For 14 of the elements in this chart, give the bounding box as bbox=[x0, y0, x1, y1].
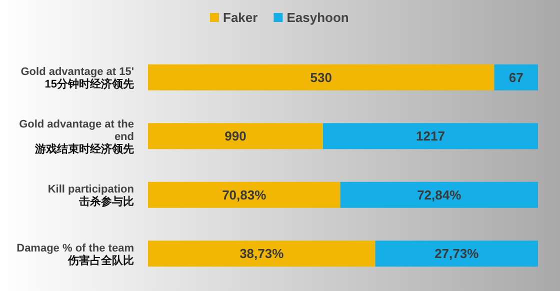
data-label: 70,83% bbox=[222, 187, 267, 202]
legend-label: Faker bbox=[223, 10, 258, 25]
legend-label: Easyhoon bbox=[286, 10, 349, 25]
data-label: 990 bbox=[224, 128, 246, 144]
data-label: 530 bbox=[310, 70, 332, 85]
data-label: 27,73% bbox=[434, 246, 480, 262]
y-tick-label: Gold advantage at 15' 15分钟时经济领先 bbox=[20, 66, 134, 91]
data-label: 72,84% bbox=[417, 187, 462, 202]
y-tick-label: Kill participation 击杀参与比 bbox=[48, 184, 134, 208]
y-tick-label: Damage % of the team 伤害占全队比 bbox=[16, 242, 134, 267]
data-label: 67 bbox=[508, 70, 524, 85]
y-tick-label: Gold advantage at the end 游戏结束时经济领先 bbox=[19, 118, 134, 156]
data-label: 1217 bbox=[416, 128, 445, 144]
data-label: 38,73% bbox=[240, 246, 284, 262]
